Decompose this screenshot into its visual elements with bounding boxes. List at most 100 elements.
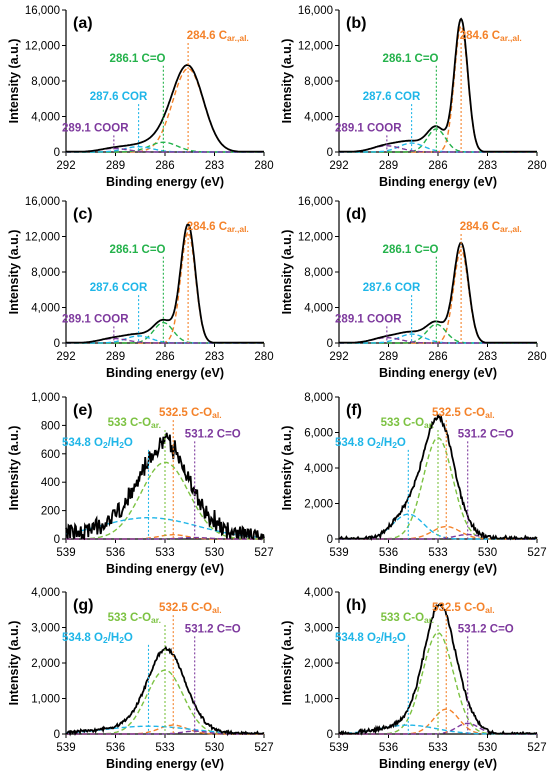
peak-label-part: 533 C-O [381, 417, 425, 429]
peak-label-part: 532.5 C-O [432, 602, 485, 614]
peak-label-part: /H [381, 632, 393, 644]
chart-panel: 539 536 533 530 527 0 1,000 2,000 3,000 4,000 Bind… [280, 587, 547, 771]
peak-label: 533 C-Oar. [381, 417, 434, 430]
y-tick-label: 200 [41, 506, 60, 518]
peak-label-part: 289.1 COOR [335, 313, 402, 325]
peak-label: 532.5 C-Oal. [432, 602, 495, 615]
y-tick-label: 12,000 [25, 41, 60, 53]
peak-label-part: ar. [424, 615, 434, 625]
peak-label: 284.6 Car.,al. [187, 30, 249, 43]
x-tick-label: 283 [205, 351, 224, 363]
y-tick-label: 8,000 [304, 392, 333, 404]
chart-panel: 292 289 286 283 280 0 4,000 8,000 12,000 16,000 Bi… [280, 5, 547, 189]
peak-label: 534.8 O2/H2O [62, 437, 133, 450]
x-axis-title: Binding energy (eV) [106, 366, 224, 380]
panel-label: (a) [73, 15, 93, 32]
y-axis-title: Intensity (a.u.) [280, 39, 294, 124]
x-tick-label: 533 [428, 547, 447, 559]
x-tick-label: 289 [379, 351, 398, 363]
x-tick-label: 292 [329, 160, 348, 172]
peak-label-part: 532.5 C-O [432, 407, 485, 419]
component-curve [339, 143, 537, 152]
y-tick-label: 0 [327, 729, 333, 741]
peak-label-part: 531.2 C=O [458, 623, 514, 635]
x-tick-label: 280 [254, 160, 273, 172]
peak-label-part: 533 C-O [108, 612, 152, 624]
x-axis-title: Binding energy (eV) [379, 562, 497, 576]
peak-label: 289.1 COOR [62, 313, 129, 325]
peak-label: 287.6 COR [90, 282, 148, 294]
x-tick-label: 536 [379, 742, 398, 754]
peak-label: 289.1 COOR [335, 122, 402, 134]
x-axis-title: Binding energy (eV) [379, 175, 497, 189]
y-axis-title: Intensity (a.u.) [7, 39, 21, 124]
x-tick-label: 289 [379, 160, 398, 172]
chart-panel: 292 289 286 283 280 0 4,000 8,000 12,000 16,000 Bi… [7, 196, 274, 380]
x-tick-label: 292 [56, 160, 75, 172]
x-tick-label: 536 [106, 742, 125, 754]
peak-label: 531.2 C=O [458, 428, 514, 440]
y-axis-title: Intensity (a.u.) [280, 621, 294, 706]
envelope-curve [66, 65, 264, 152]
panel-label: (g) [73, 597, 93, 614]
y-tick-label: 12,000 [298, 41, 333, 53]
peak-label: 286.1 C=O [383, 53, 439, 65]
chart-panel: 539 536 533 530 527 0 1,000 2,000 3,000 4,000 Bind… [7, 587, 274, 771]
x-tick-label: 289 [106, 160, 125, 172]
panel-label: (f) [346, 402, 362, 419]
x-tick-label: 539 [329, 547, 348, 559]
peak-label: 533 C-Oar. [108, 417, 161, 430]
chart-panel: 539 536 533 530 52702004006008001,000Binding… [7, 392, 274, 576]
y-tick-label: 2,000 [304, 658, 333, 670]
peak-label: 286.1 C=O [110, 53, 166, 65]
x-axis-title: Binding energy (eV) [106, 175, 224, 189]
peak-label-part: 533 C-O [381, 612, 425, 624]
peak-label: 534.8 O2/H2O [335, 632, 406, 645]
peak-label-part: 286.1 C=O [383, 53, 439, 65]
peak-label: 533 C-Oar. [108, 612, 161, 625]
x-tick-label: 527 [254, 547, 273, 559]
peak-label-part: 531.2 C=O [458, 428, 514, 440]
peak-label-part: 287.6 COR [90, 282, 148, 294]
y-tick-label: 4,000 [31, 303, 60, 315]
y-tick-label: 4,000 [31, 587, 60, 599]
peak-label-part: 534.8 O [335, 437, 376, 449]
x-axis-title: Binding energy (eV) [106, 757, 224, 771]
x-tick-label: 283 [205, 160, 224, 172]
peak-label-part: 533 C-O [108, 417, 152, 429]
peak-label: 287.6 COR [90, 91, 148, 103]
y-tick-label: 0 [327, 534, 333, 546]
peak-label-part: 534.8 O [62, 632, 103, 644]
y-tick-label: 1,000 [304, 694, 333, 706]
y-tick-label: 16,000 [298, 5, 333, 17]
x-tick-label: 289 [106, 351, 125, 363]
peak-label: 287.6 COR [363, 91, 421, 103]
chart-panel: 292 289 286 283 280 0 4,000 8,000 12,000 16,000 Bi… [280, 196, 547, 380]
x-axis-title: Binding energy (eV) [106, 562, 224, 576]
y-tick-label: 8,000 [304, 267, 333, 279]
peak-label-part: 284.6 C [187, 30, 227, 42]
x-tick-label: 539 [329, 742, 348, 754]
x-tick-label: 530 [205, 547, 224, 559]
y-tick-label: 0 [54, 729, 60, 741]
y-tick-label: 16,000 [25, 196, 60, 208]
peak-label-part: ar.,al. [227, 224, 249, 234]
chart-panel: 292 289 286 283 280 0 4,000 8,000 12,000 16,000 Bi… [7, 5, 274, 189]
y-tick-label: 1,000 [31, 392, 60, 404]
peak-label-part: al. [212, 410, 221, 420]
y-axis-title: Intensity (a.u.) [280, 426, 294, 511]
x-tick-label: 536 [106, 547, 125, 559]
y-tick-label: 4,000 [31, 112, 60, 124]
peak-label-part: 284.6 C [460, 30, 500, 42]
peak-label: 533 C-Oar. [381, 612, 434, 625]
peak-label-part: ar.,al. [500, 224, 522, 234]
peak-label-part: 284.6 C [460, 221, 500, 233]
peak-label: 286.1 C=O [110, 244, 166, 256]
x-tick-label: 283 [478, 160, 497, 172]
x-tick-label: 527 [254, 742, 273, 754]
y-axis-title: Intensity (a.u.) [7, 426, 21, 511]
x-tick-label: 530 [478, 742, 497, 754]
y-tick-label: 400 [41, 477, 60, 489]
peak-label-part: ar. [151, 615, 161, 625]
